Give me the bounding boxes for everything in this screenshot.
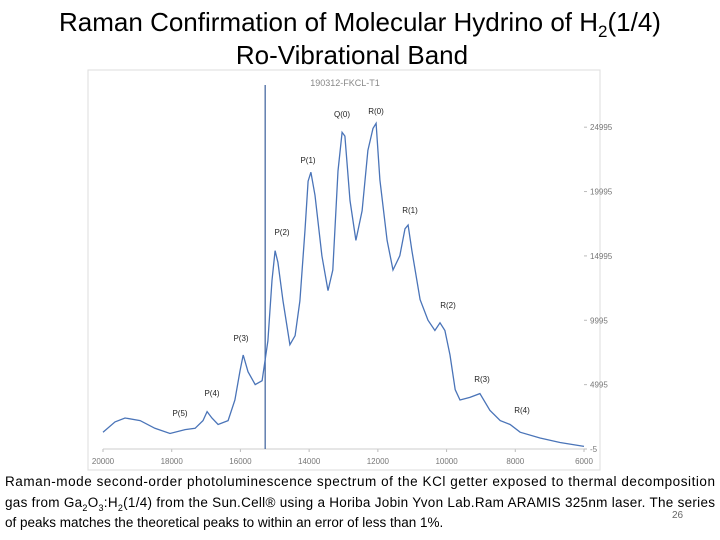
x-tick-label: 6000 — [575, 457, 593, 466]
y-tick-label: -5 — [590, 445, 598, 454]
peak-label: P(1) — [300, 156, 315, 165]
y-tick-label: 24995 — [590, 123, 613, 132]
caption-subscript: 3 — [98, 503, 103, 513]
caption: of peaks matches the theoretical peaks t… — [5, 515, 443, 530]
peak-label: P(5) — [172, 409, 187, 418]
peak-label: R(0) — [368, 107, 384, 116]
slide-number: 26 — [672, 510, 684, 521]
title-subscript: 2 — [598, 22, 607, 41]
peak-label: Q(0) — [334, 110, 350, 119]
y-tick-label: 4995 — [590, 381, 608, 390]
chart-title: 190312-FKCL-T1 — [310, 78, 380, 88]
caption: Raman-mode second-order photoluminescenc… — [5, 474, 715, 489]
title-text: (1/4) — [608, 7, 661, 37]
x-tick-label: 14000 — [298, 457, 321, 466]
x-tick-label: 10000 — [435, 457, 458, 466]
title-text: Raman Confirmation of Molecular Hydrino … — [59, 7, 598, 37]
peak-label: P(3) — [233, 334, 248, 343]
caption-text: gas from Ga — [5, 495, 83, 510]
chart-frame — [87, 69, 601, 471]
slide-title: Ro-Vibrational Band — [236, 40, 468, 70]
caption-text: (1/4) from the Sun.Cell® using a Horiba … — [123, 495, 715, 510]
peak-label: R(4) — [514, 406, 530, 415]
x-tick-label: 20000 — [92, 457, 115, 466]
y-tick-label: 9995 — [590, 316, 608, 325]
x-tick-label: 18000 — [161, 457, 184, 466]
peak-label: P(4) — [204, 389, 219, 398]
x-tick-label: 12000 — [367, 457, 390, 466]
caption-text: O — [88, 495, 99, 510]
peak-label: P(2) — [274, 228, 289, 237]
y-tick-label: 14995 — [590, 252, 613, 261]
x-tick-label: 8000 — [506, 457, 524, 466]
caption-text: :H — [104, 495, 118, 510]
caption-subscript: 2 — [82, 503, 87, 513]
caption-subscript: 2 — [118, 503, 123, 513]
peak-label: R(2) — [440, 301, 456, 310]
peak-label: R(3) — [474, 375, 490, 384]
y-tick-label: 19995 — [590, 188, 613, 197]
spectrum-line — [102, 121, 585, 448]
caption: gas from Ga2O3:H2(1/4) from the Sun.Cell… — [5, 495, 715, 513]
slide-title: Raman Confirmation of Molecular Hydrino … — [59, 7, 661, 41]
x-tick-label: 16000 — [229, 457, 252, 466]
peak-label: R(1) — [402, 206, 418, 215]
